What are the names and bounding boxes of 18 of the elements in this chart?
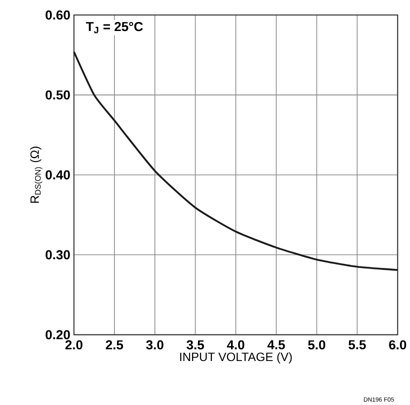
y-tick-label: 0.50 [46,90,70,100]
x-tick-label: 3.5 [186,340,204,350]
y-axis-title: R$_{DS(ON)}$ (Ω) [30,146,42,203]
x-tick-label: 3.0 [146,340,164,350]
x-axis-title: INPUT VOLTAGE (V) [180,352,292,364]
x-tick-label: 6.0 [389,340,406,350]
x-tick-label: 5.5 [348,340,366,350]
y-tick-label: 0.40 [46,170,70,180]
x-tick-label: 4.5 [267,340,285,350]
x-tick-label: 2.5 [106,340,124,350]
x-tick-label: 4.0 [226,340,244,350]
x-tick-label: 2.0 [65,340,82,350]
y-tick-label: 0.20 [46,330,70,340]
line-series [73,50,399,271]
y-tick-label: 0.60 [46,10,70,20]
x-tick-label: 5.0 [308,340,326,350]
annotation: T$_{J}$ = 25°C [86,22,143,34]
y-tick-label: 0.30 [46,250,70,260]
